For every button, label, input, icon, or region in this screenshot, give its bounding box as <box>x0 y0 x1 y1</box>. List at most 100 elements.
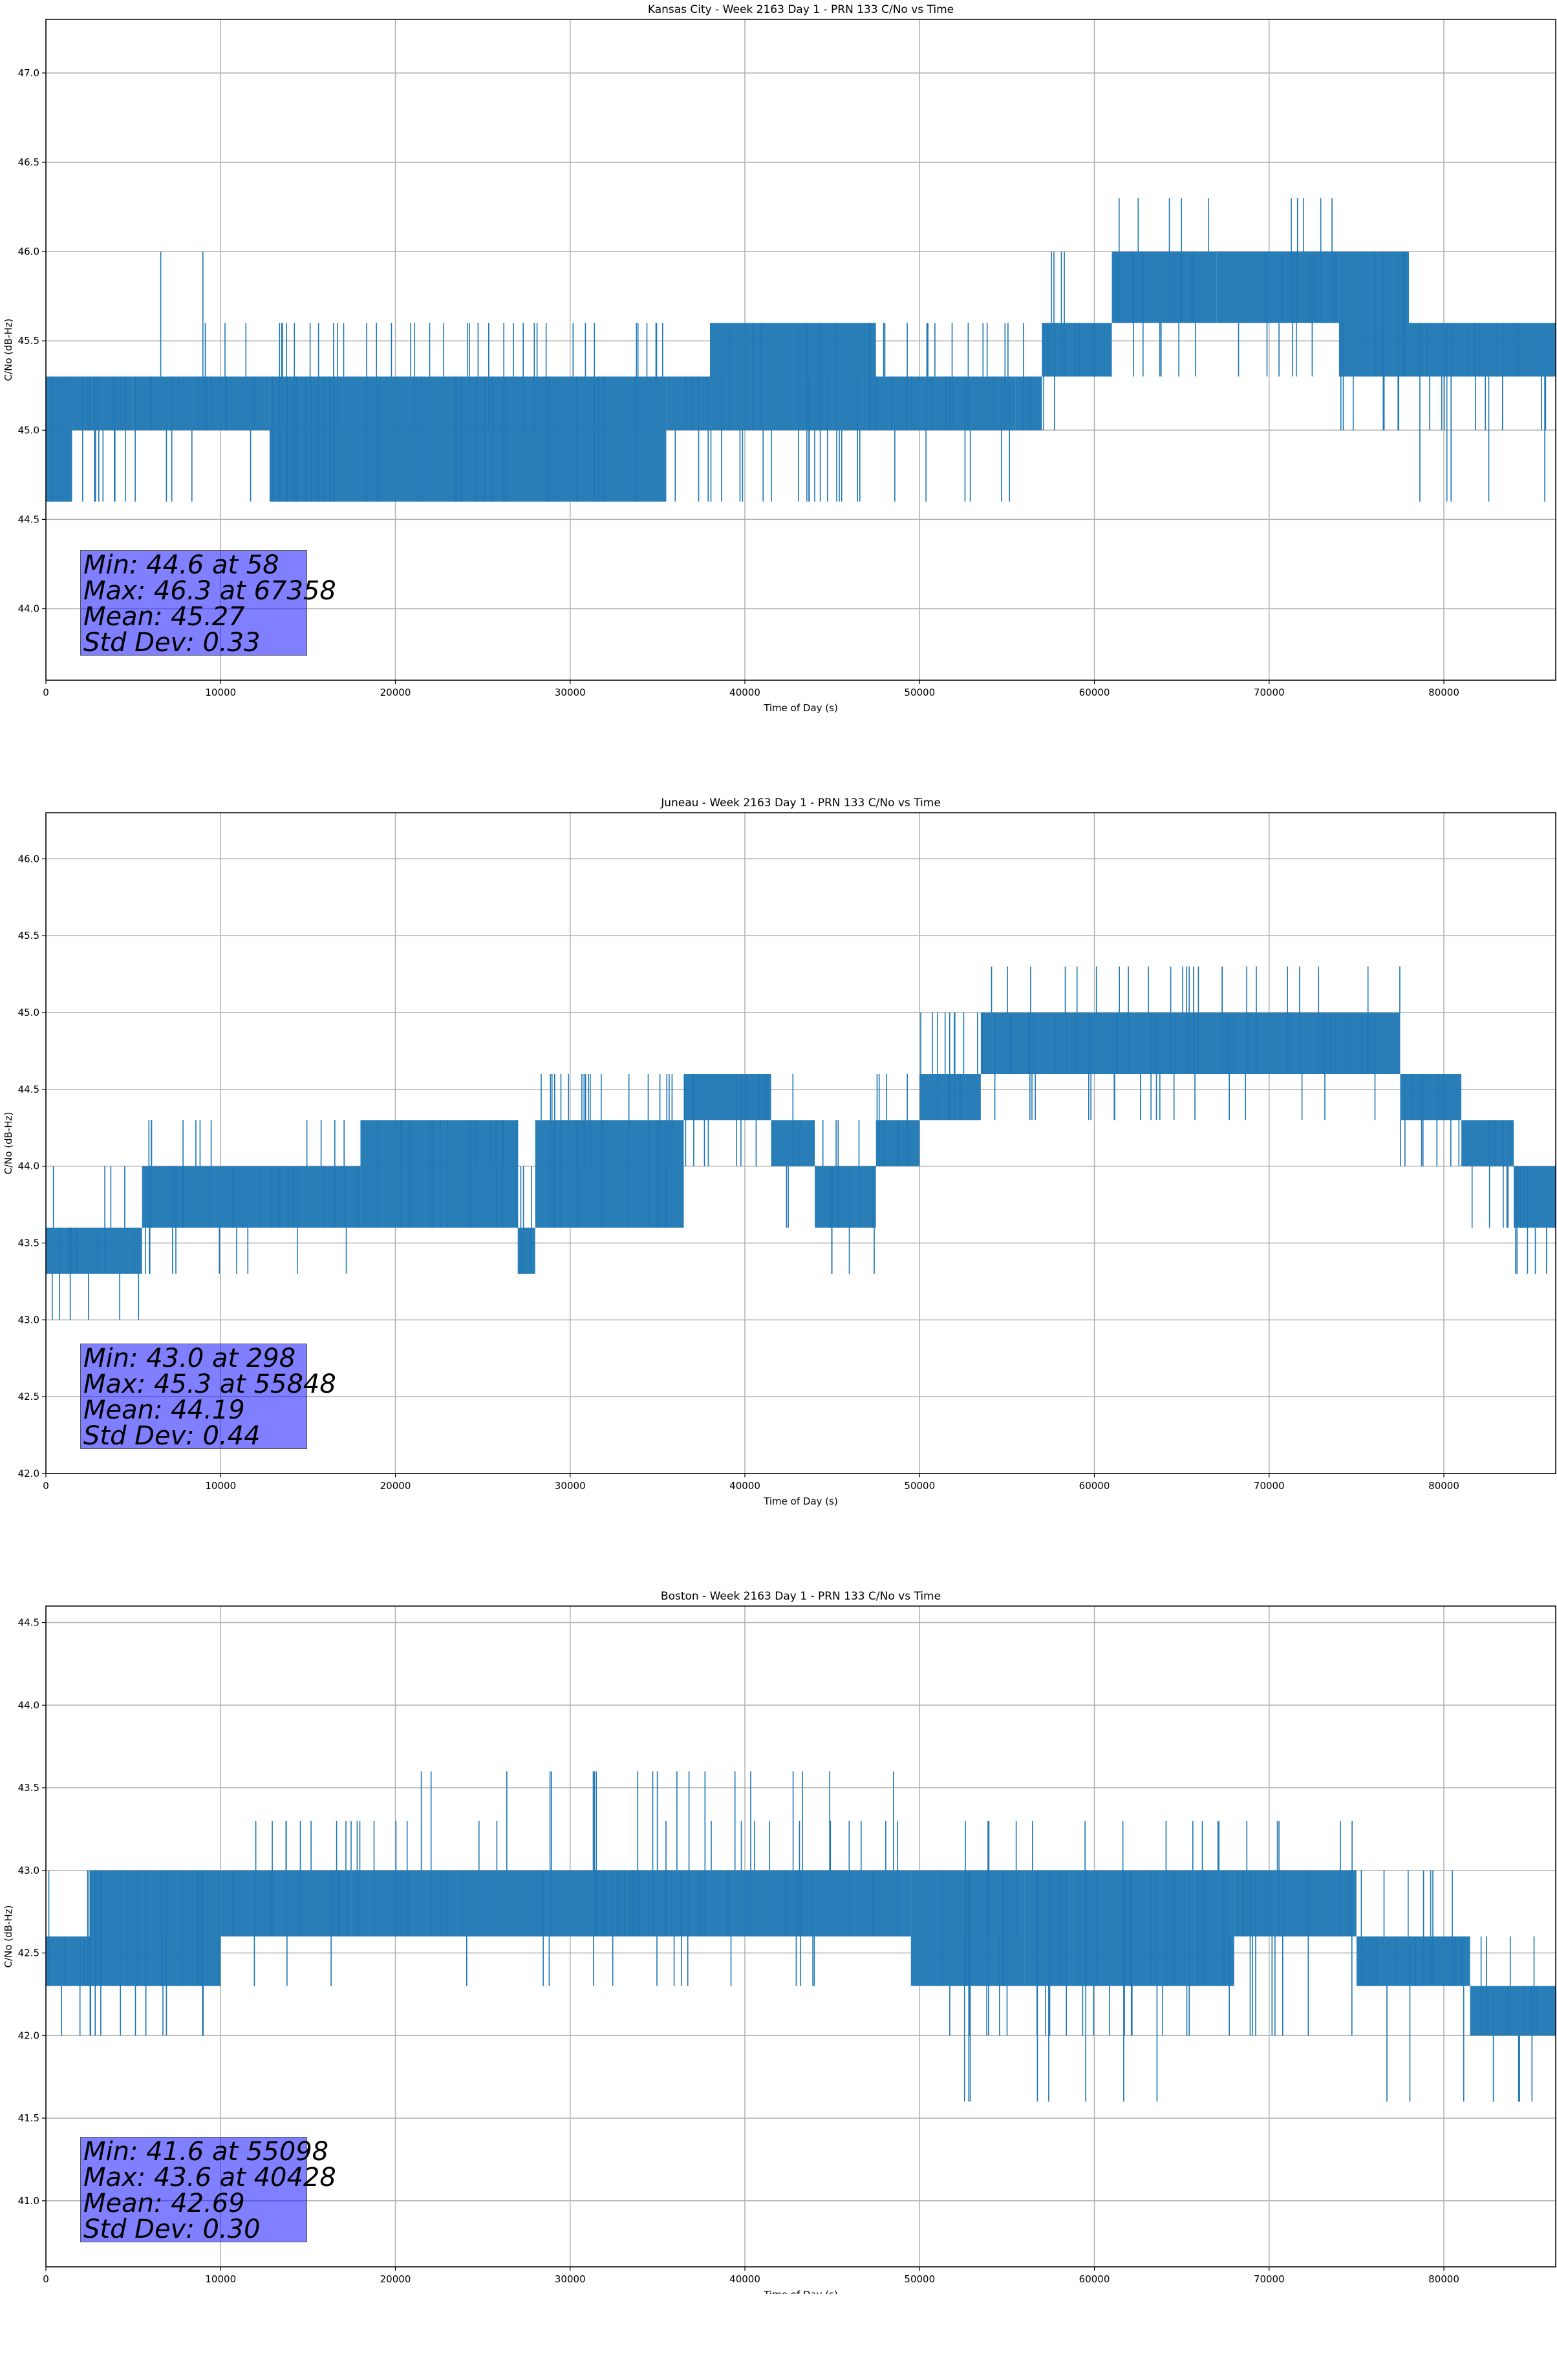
y-tick-label: 41.0 <box>18 2195 39 2207</box>
data-spikes <box>683 1074 768 1166</box>
chart-panel-kansas-city: 0 10000 20000 30000 40000 50000 60000 70000 8000… <box>0 0 1557 793</box>
x-tick-label: 80000 <box>1428 2273 1459 2285</box>
data-band <box>351 1870 413 1936</box>
data-spikes <box>1340 252 1406 431</box>
data-band <box>269 376 667 502</box>
data-spikes <box>145 1120 360 1274</box>
data-spikes <box>420 1771 899 1986</box>
y-tick-label: 42.0 <box>18 2030 39 2041</box>
x-tick-label: 20000 <box>380 687 411 698</box>
data-band <box>1234 1870 1357 1936</box>
stat-mean: Mean: 44.19 <box>83 1395 245 1425</box>
stat-std-dev: Std Dev: 0.44 <box>83 1421 261 1451</box>
data-series <box>46 198 1556 502</box>
data-spikes <box>1419 323 1547 502</box>
x-tick-label: 10000 <box>205 687 236 698</box>
y-axis-label: C/No (dB-Hz) <box>3 1905 14 1968</box>
x-tick-label: 0 <box>43 2273 49 2285</box>
y-tick-label: 44.0 <box>18 603 39 615</box>
x-tick-label: 40000 <box>729 1480 760 1492</box>
data-band <box>72 376 134 431</box>
y-tick-label: 47.0 <box>18 67 39 79</box>
y-tick-label: 45.5 <box>18 335 39 347</box>
data-spikes <box>1514 1166 1556 1274</box>
x-tick-label: 0 <box>43 687 49 698</box>
stat-max: Max: 46.3 at 67358 <box>83 576 336 606</box>
stat-std-dev: Std Dev: 0.33 <box>83 628 261 658</box>
data-band <box>1024 1870 1234 1986</box>
data-band <box>133 376 270 431</box>
data-spikes <box>232 1821 352 1986</box>
y-tick-label: 44.5 <box>18 1084 39 1095</box>
data-band <box>89 1870 221 1986</box>
data-spikes <box>1115 198 1209 377</box>
data-spikes <box>48 1870 89 2036</box>
chart-svg: 0 10000 20000 30000 40000 50000 60000 70000 8000… <box>3 3 1556 714</box>
y-tick-label: 46.0 <box>18 853 39 864</box>
y-tick-label: 41.5 <box>18 2112 39 2124</box>
stat-mean: Mean: 45.27 <box>83 602 245 632</box>
chart-title: Juneau - Week 2163 Day 1 - PRN 133 C/No … <box>660 797 941 809</box>
stat-max: Max: 45.3 at 55848 <box>83 1369 336 1399</box>
y-tick-label: 43.5 <box>18 1237 39 1249</box>
y-tick-label: 44.0 <box>18 1161 39 1172</box>
x-tick-label: 40000 <box>729 2273 760 2285</box>
x-axis-label: Time of Day (s) <box>763 702 838 714</box>
x-tick-label: 60000 <box>1079 687 1110 698</box>
data-band <box>360 1120 518 1228</box>
chart-title: Kansas City - Week 2163 Day 1 - PRN 133 … <box>648 3 954 16</box>
data-band <box>666 376 710 431</box>
data-spikes <box>520 1166 532 1274</box>
data-band <box>46 1227 142 1274</box>
stats-annotation-box: Min: 41.6 at 55098 Max: 43.6 at 40428 Me… <box>80 2137 336 2244</box>
data-series <box>46 966 1556 1320</box>
chart-panel-juneau: 0 10000 20000 30000 40000 50000 60000 70000 8000… <box>0 793 1557 1587</box>
data-band <box>815 1166 876 1228</box>
x-tick-label: 50000 <box>904 2273 935 2285</box>
y-tick-label: 44.0 <box>18 1699 39 1711</box>
x-tick-label: 30000 <box>555 1480 586 1492</box>
axis-ticks: 0 10000 20000 30000 40000 50000 60000 70000 8000… <box>18 1617 1459 2285</box>
data-spikes <box>50 376 67 502</box>
x-tick-label: 30000 <box>555 687 586 698</box>
x-tick-label: 0 <box>43 1480 49 1492</box>
data-spikes <box>134 252 255 502</box>
plot-frame <box>45 1605 1556 2267</box>
data-spikes <box>1480 1936 1537 2102</box>
data-spikes <box>875 323 1010 502</box>
plot-frame <box>45 19 1556 681</box>
data-spikes <box>1471 1120 1511 1228</box>
y-tick-label: 45.0 <box>18 1007 39 1018</box>
data-band <box>46 1936 90 1986</box>
x-tick-label: 30000 <box>555 2273 586 2285</box>
data-spikes <box>876 1074 908 1166</box>
data-spikes <box>1360 1870 1465 2102</box>
data-band <box>683 1074 771 1120</box>
stats-annotation-box: Min: 44.6 at 58 Max: 46.3 at 67358 Mean:… <box>80 550 336 658</box>
stat-std-dev: Std Dev: 0.30 <box>83 2214 261 2244</box>
x-axis-label: Time of Day (s) <box>763 2289 838 2294</box>
data-spikes <box>52 1166 140 1320</box>
data-spikes <box>82 376 126 502</box>
data-spikes <box>1400 1074 1460 1166</box>
y-tick-label: 45.0 <box>18 424 39 436</box>
data-band <box>1330 1012 1401 1075</box>
data-band <box>1338 252 1409 377</box>
plot-frame <box>45 812 1556 1474</box>
data-band <box>910 1870 1025 1986</box>
data-spikes <box>982 966 1036 1120</box>
y-tick-label: 42.0 <box>18 1468 39 1479</box>
data-spikes <box>1055 966 1326 1120</box>
y-tick-label: 43.5 <box>18 1782 39 1794</box>
x-tick-label: 70000 <box>1254 1480 1285 1492</box>
y-tick-label: 44.5 <box>18 1617 39 1629</box>
chart-title: Boston - Week 2163 Day 1 - PRN 133 C/No … <box>661 1590 941 1603</box>
data-band <box>875 1120 920 1166</box>
y-tick-label: 46.0 <box>18 246 39 257</box>
x-tick-label: 10000 <box>205 2273 236 2285</box>
x-tick-label: 40000 <box>729 687 760 698</box>
x-tick-label: 20000 <box>380 1480 411 1492</box>
data-spikes <box>1023 323 1032 431</box>
chart-svg: 0 10000 20000 30000 40000 50000 60000 70000 8000… <box>3 1590 1556 2294</box>
x-tick-label: 60000 <box>1079 1480 1110 1492</box>
